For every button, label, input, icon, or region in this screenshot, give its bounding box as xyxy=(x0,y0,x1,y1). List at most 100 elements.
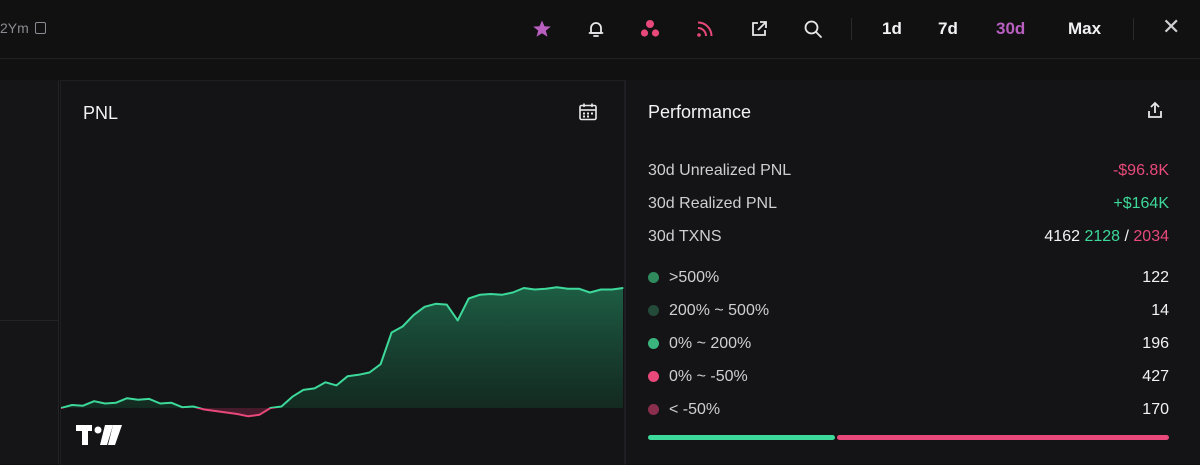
pnl-point xyxy=(159,402,161,405)
range-max[interactable]: Max xyxy=(1068,19,1102,38)
pnl-point xyxy=(82,405,84,407)
pnl-point xyxy=(479,294,481,296)
copy-icon[interactable] xyxy=(34,22,46,34)
left-panel xyxy=(0,80,59,464)
star-icon[interactable] xyxy=(530,17,554,41)
pnl-point xyxy=(523,287,525,289)
distribution-label: 0% ~ 200% xyxy=(669,335,752,352)
pnl-point xyxy=(170,402,172,404)
pnl-point xyxy=(611,288,613,291)
dot-icon xyxy=(648,371,659,383)
dot-icon xyxy=(648,272,659,284)
distribution-row: 0% ~ -50% 427 xyxy=(648,368,1169,386)
pnl-line-positive xyxy=(61,286,624,408)
pnl-point xyxy=(490,293,492,295)
pnl-point xyxy=(346,375,349,377)
share-icon[interactable] xyxy=(1145,100,1165,125)
pnl-point xyxy=(501,294,503,296)
pnl-point xyxy=(368,371,371,374)
distribution-row: >500% 122 xyxy=(648,269,1169,287)
pnl-point xyxy=(104,402,106,405)
txns-sell: 2034 xyxy=(1133,228,1169,245)
txns-buy: 2128 xyxy=(1084,228,1121,245)
pnl-point xyxy=(357,374,360,376)
pnl-point xyxy=(93,400,95,402)
distribution-count: 122 xyxy=(1142,269,1169,286)
search-icon[interactable] xyxy=(801,17,825,41)
distribution-count: 427 xyxy=(1142,368,1169,385)
pnl-point xyxy=(534,288,536,291)
pnl-point xyxy=(280,405,282,408)
distribution-count: 196 xyxy=(1142,335,1169,352)
unrealized-label: 30d Unrealized PNL xyxy=(648,162,792,179)
pnl-point xyxy=(269,407,271,409)
pnl-point xyxy=(335,384,338,386)
top-bar: 2Ym 1d 7d 30d Max ✕ xyxy=(0,0,1200,59)
unrealized-pnl-row: 30d Unrealized PNL -$96.8K xyxy=(648,162,1169,180)
dots-icon[interactable] xyxy=(638,17,662,41)
pnl-point xyxy=(457,319,459,321)
pnl-point xyxy=(291,396,293,398)
range-7d[interactable]: 7d xyxy=(938,19,958,38)
pnl-point xyxy=(302,389,304,391)
pnl-point xyxy=(126,397,128,399)
separator xyxy=(851,18,852,40)
pnl-point xyxy=(622,287,624,289)
close-button[interactable]: ✕ xyxy=(1162,14,1181,39)
loss-ratio-bar xyxy=(837,435,1169,440)
pnl-point xyxy=(313,387,316,389)
panel-title: Performance xyxy=(648,102,752,122)
pnl-point xyxy=(589,291,591,294)
pnl-point xyxy=(181,406,183,408)
txns-row: 30d TXNS 4162 2128 / 2034 xyxy=(648,228,1169,246)
pnl-point xyxy=(137,399,139,401)
txns-total: 4162 xyxy=(1044,228,1080,245)
win-ratio-bar xyxy=(648,435,835,440)
panel-title: PNL xyxy=(83,103,119,123)
pnl-point xyxy=(71,404,73,406)
calendar-icon[interactable] xyxy=(578,102,598,127)
tradingview-logo-icon xyxy=(75,422,125,453)
pnl-point xyxy=(567,288,569,290)
distribution-count: 170 xyxy=(1142,401,1169,418)
pnl-point xyxy=(556,286,558,288)
dot-icon xyxy=(648,404,659,416)
pnl-point xyxy=(402,325,404,328)
pnl-point xyxy=(468,297,470,300)
unrealized-value: -$96.8K xyxy=(1112,162,1169,179)
pnl-point xyxy=(512,291,514,294)
pnl-point xyxy=(236,413,238,415)
distribution-label: >500% xyxy=(669,269,720,286)
pnl-area xyxy=(61,287,623,408)
separator xyxy=(1133,18,1134,40)
distribution-label: 0% ~ -50% xyxy=(669,368,748,385)
distribution-count: 14 xyxy=(1151,302,1169,319)
dot-icon xyxy=(648,305,659,317)
distribution-row: 0% ~ 200% 196 xyxy=(648,335,1169,353)
pnl-point xyxy=(446,304,448,306)
realized-label: 30d Realized PNL xyxy=(648,195,777,212)
distribution-label: < -50% xyxy=(669,401,721,418)
pnl-point xyxy=(148,398,150,400)
pnl-point xyxy=(61,407,62,409)
rss-icon[interactable] xyxy=(693,17,717,41)
pnl-point xyxy=(324,381,327,383)
wallet-address[interactable]: 2Ym xyxy=(0,20,46,36)
realized-pnl-row: 30d Realized PNL +$164K xyxy=(648,195,1169,213)
dot-icon xyxy=(648,338,659,350)
pnl-point xyxy=(578,288,580,290)
pnl-point xyxy=(225,411,227,414)
pnl-point xyxy=(424,306,426,308)
pnl-point xyxy=(247,415,249,417)
performance-panel: Performance 30d Unrealized PNL -$96.8K 3… xyxy=(625,80,1200,464)
bell-icon[interactable] xyxy=(584,17,608,41)
range-1d[interactable]: 1d xyxy=(882,19,902,38)
pnl-panel: PNL xyxy=(60,80,625,465)
address-text: 2Ym xyxy=(0,20,29,36)
pnl-point xyxy=(391,331,393,334)
txns-separator: / xyxy=(1124,228,1129,245)
external-link-icon[interactable] xyxy=(747,17,771,41)
pnl-point xyxy=(192,405,194,408)
pnl-point xyxy=(380,363,382,365)
range-30d[interactable]: 30d xyxy=(996,19,1026,38)
